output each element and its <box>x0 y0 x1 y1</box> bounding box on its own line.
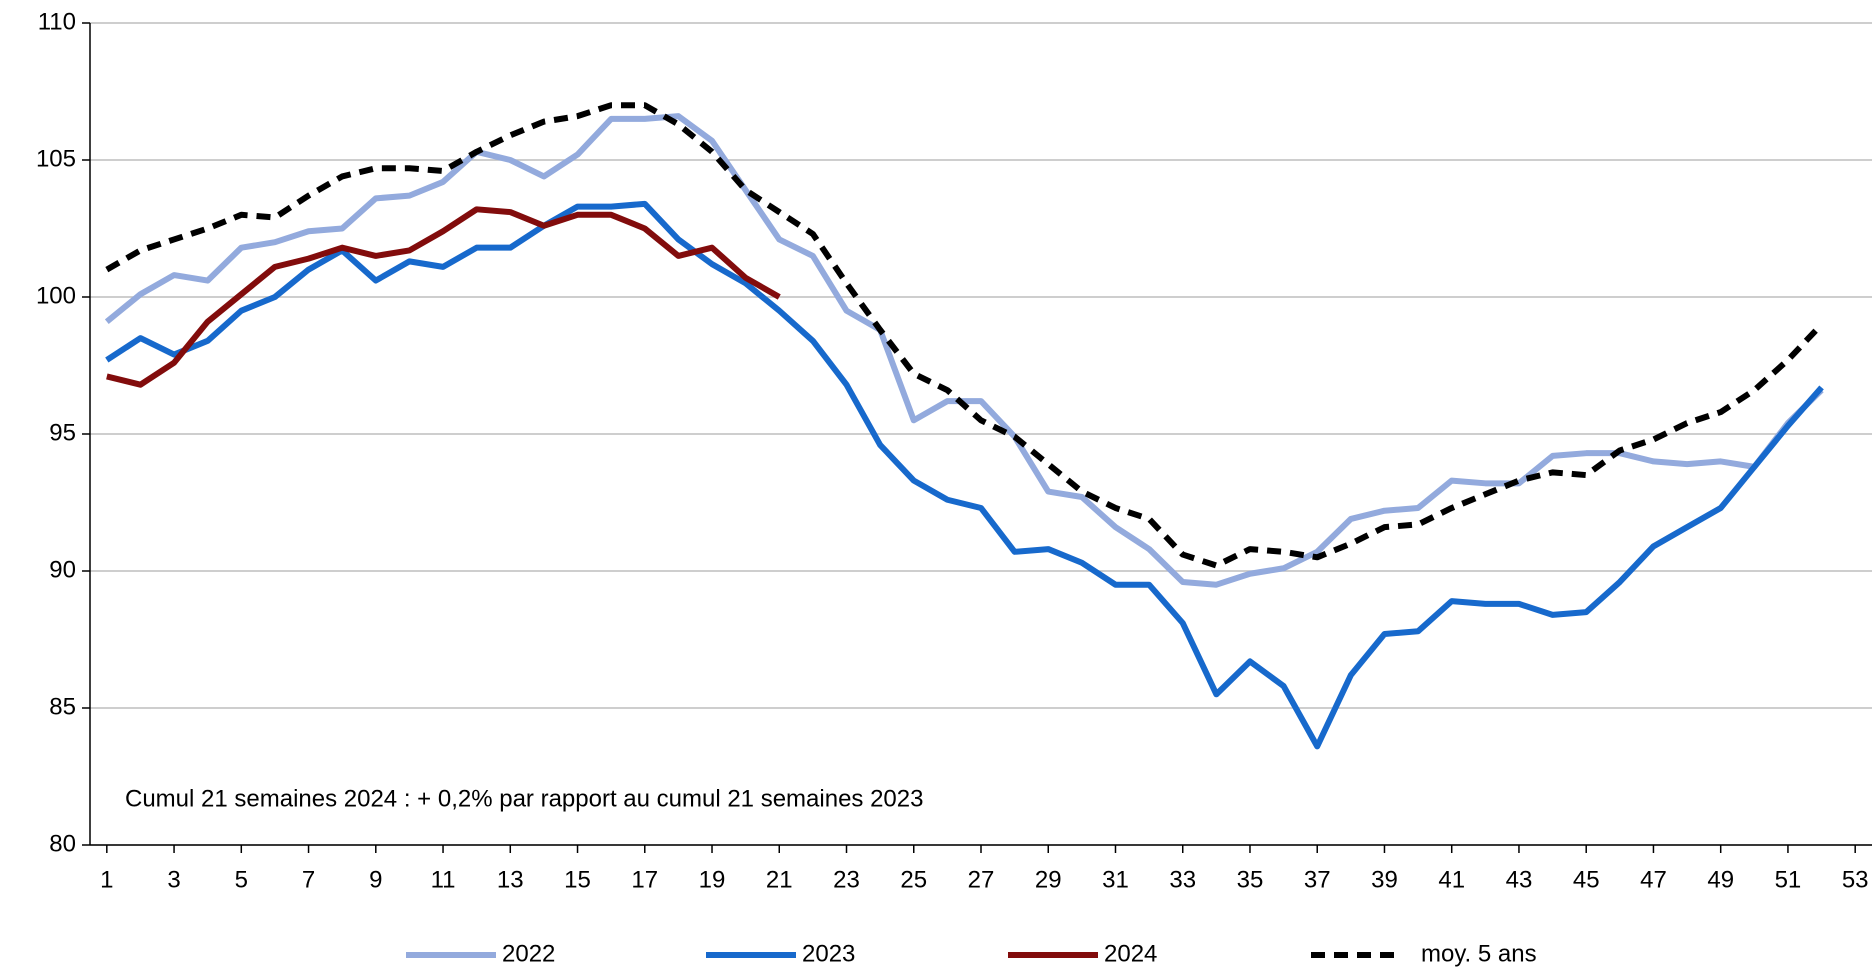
series-line <box>105 102 1824 569</box>
x-tick-label: 31 <box>1102 866 1129 893</box>
y-tick-label: 85 <box>49 693 76 720</box>
series-line <box>105 200 1824 750</box>
x-tick-label: 13 <box>497 866 524 893</box>
legend-label: 2024 <box>1104 940 1157 967</box>
legend-label: 2023 <box>802 940 855 967</box>
x-tick-label: 39 <box>1371 866 1398 893</box>
y-tick-label: 100 <box>36 282 76 309</box>
x-tick-label: 33 <box>1169 866 1196 893</box>
series-line <box>106 206 781 388</box>
y-tick-label: 105 <box>36 145 76 172</box>
x-tick-label: 7 <box>302 866 315 893</box>
x-tick-label: 1 <box>100 866 113 893</box>
y-tick-label: 110 <box>38 8 76 35</box>
x-tick-label: 5 <box>235 866 248 893</box>
x-tick-label: 53 <box>1842 866 1869 893</box>
y-tick-label: 90 <box>49 556 76 583</box>
x-tick-label: 43 <box>1506 866 1533 893</box>
y-tick-label: 95 <box>49 419 76 446</box>
y-tick-label: 80 <box>49 830 76 857</box>
series-line <box>104 113 1824 588</box>
legend-label: moy. 5 ans <box>1421 940 1537 967</box>
x-tick-label: 37 <box>1304 866 1331 893</box>
x-tick-label: 21 <box>766 866 793 893</box>
x-tick-label: 17 <box>631 866 658 893</box>
x-tick-label: 35 <box>1237 866 1264 893</box>
legend-label: 2022 <box>502 940 555 967</box>
x-tick-label: 49 <box>1707 866 1734 893</box>
x-tick-label: 15 <box>564 866 591 893</box>
x-tick-label: 3 <box>167 866 180 893</box>
x-tick-label: 19 <box>699 866 726 893</box>
x-tick-label: 51 <box>1775 866 1802 893</box>
x-tick-label: 23 <box>833 866 860 893</box>
x-tick-label: 45 <box>1573 866 1600 893</box>
x-tick-label: 9 <box>369 866 382 893</box>
x-tick-label: 27 <box>968 866 995 893</box>
x-tick-label: 11 <box>431 866 456 893</box>
annotation: Cumul 21 semaines 2024 : + 0,2% par rapp… <box>125 785 923 812</box>
x-tick-label: 47 <box>1640 866 1667 893</box>
x-tick-label: 29 <box>1035 866 1062 893</box>
x-tick-label: 41 <box>1438 866 1465 893</box>
x-tick-label: 25 <box>900 866 927 893</box>
